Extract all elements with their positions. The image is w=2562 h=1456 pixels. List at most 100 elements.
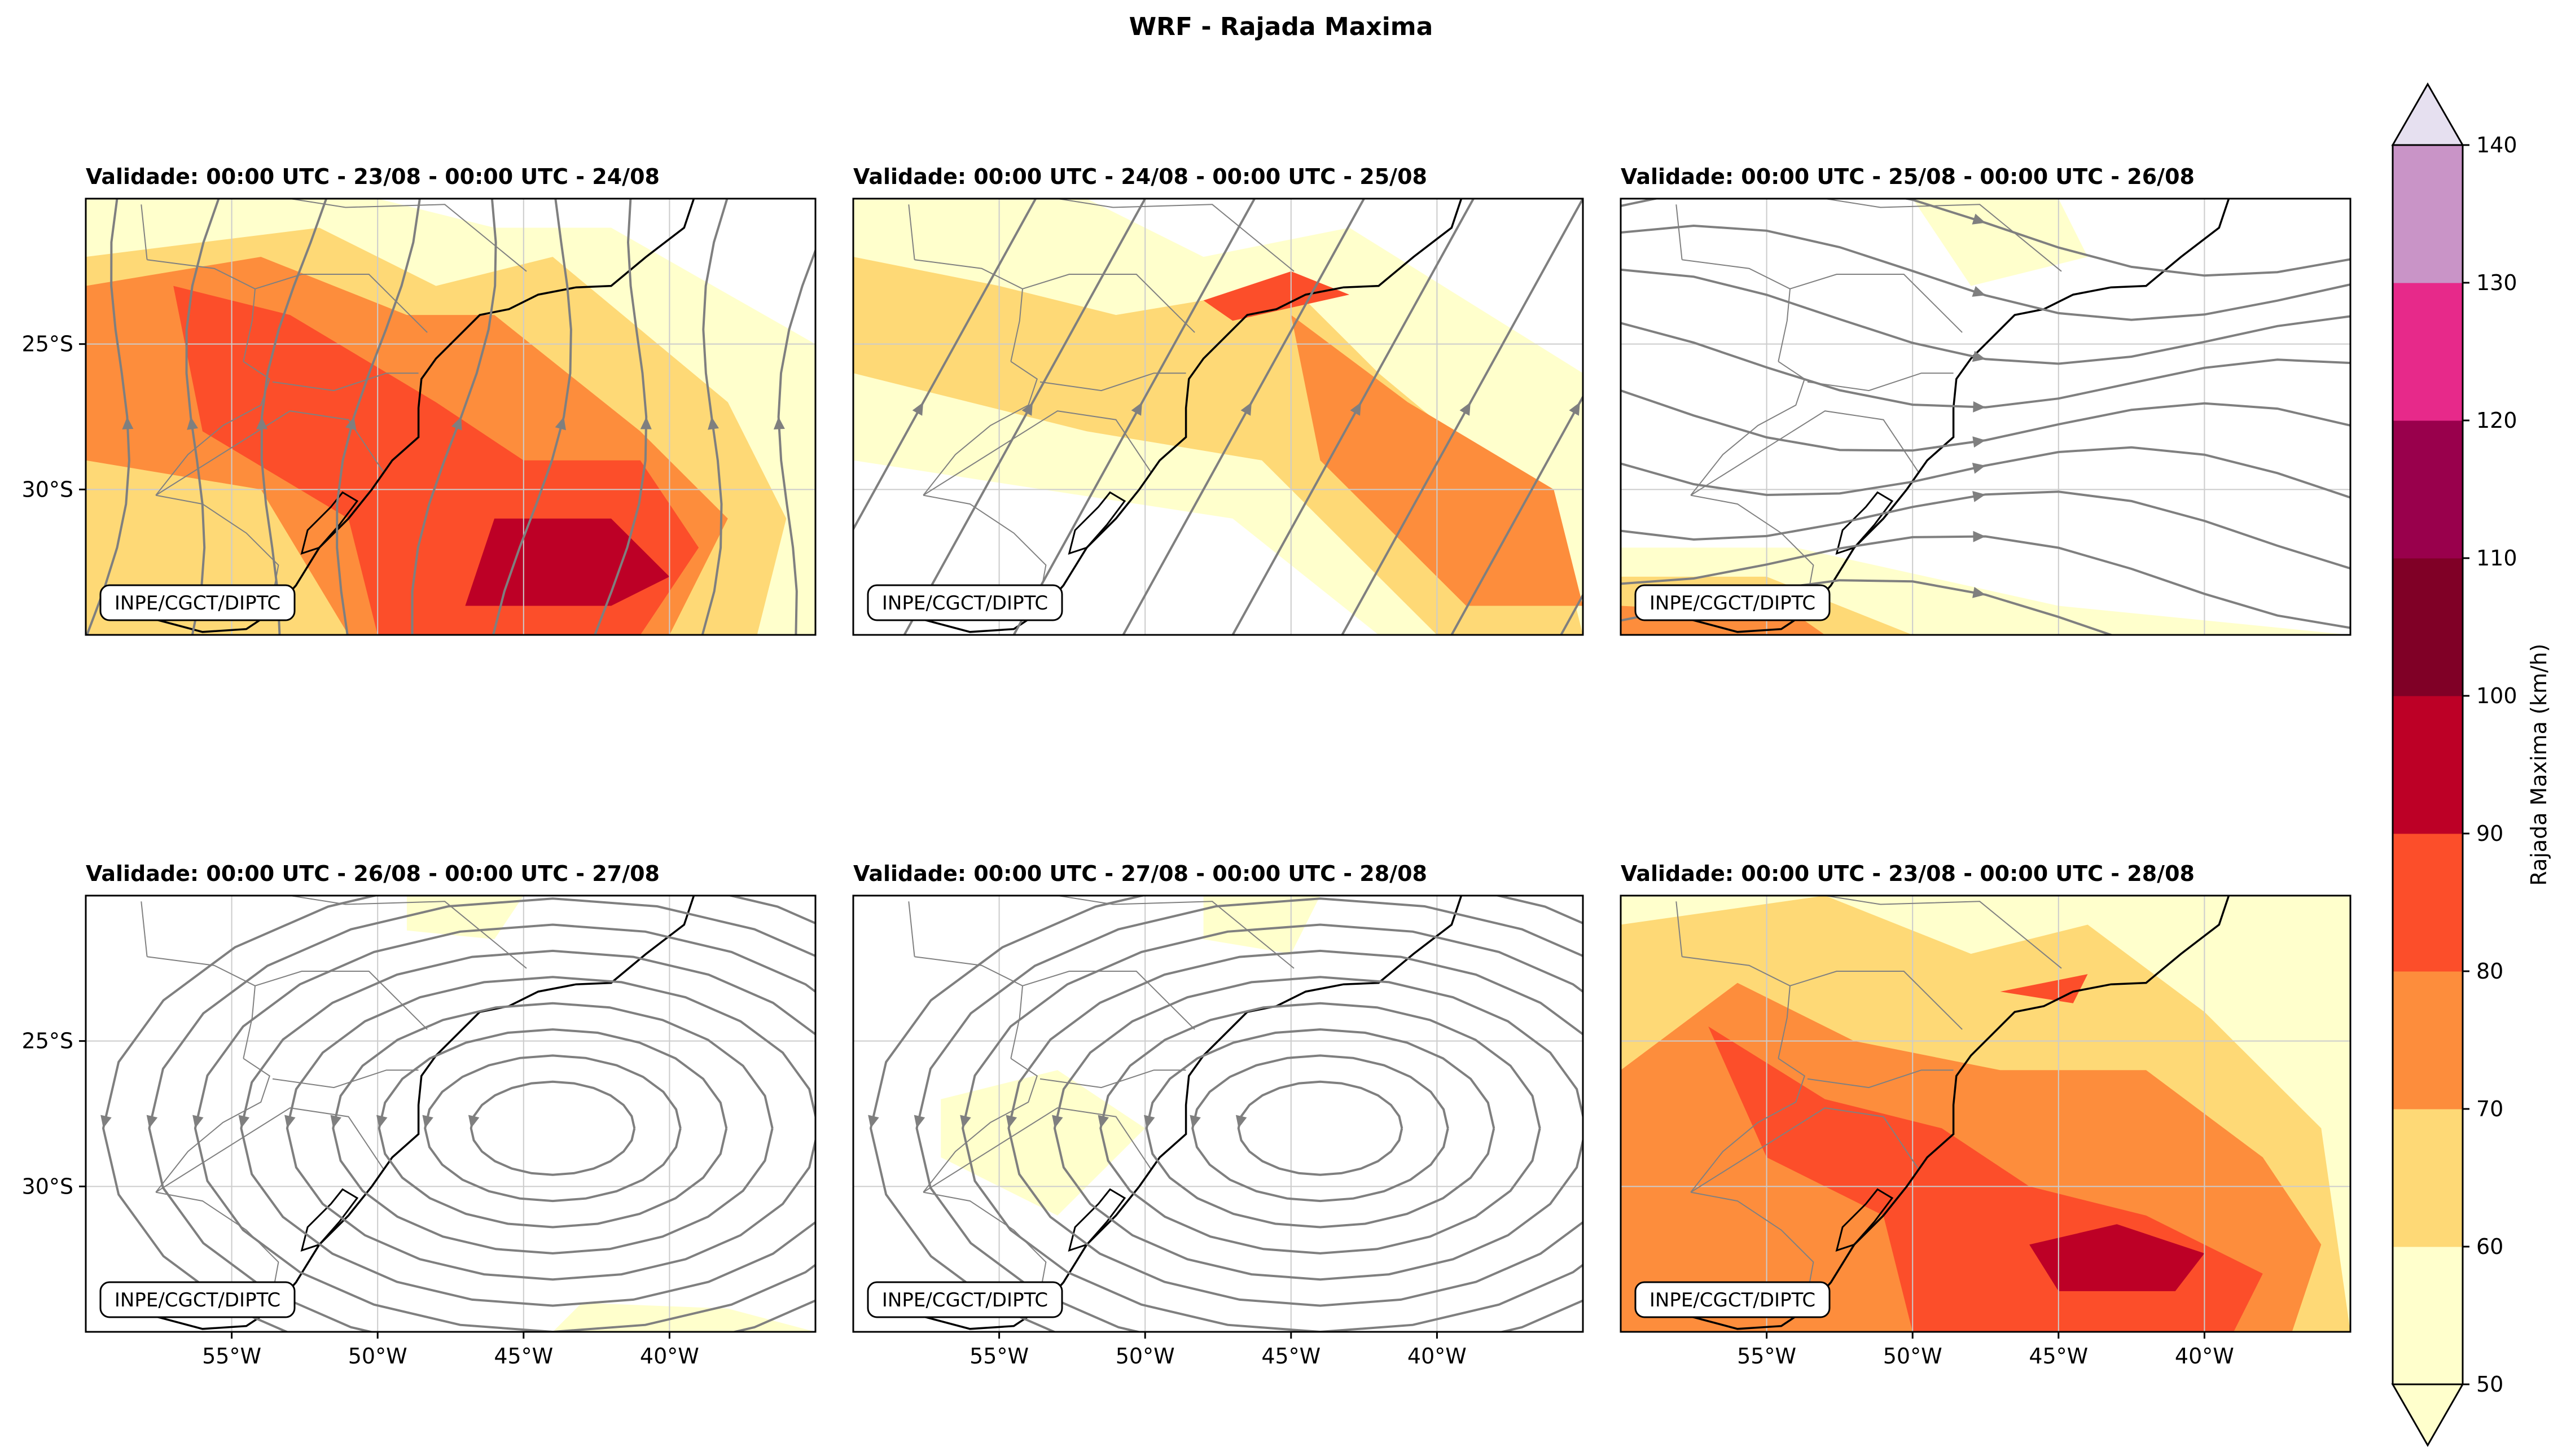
x-tick-label: 40°W — [1407, 1344, 1467, 1369]
credit-label: INPE/CGCT/DIPTC — [115, 592, 280, 615]
state-border — [1057, 896, 1295, 969]
state-border — [141, 204, 148, 260]
streamline-arrow — [1350, 402, 1361, 416]
streamline-arrow — [1021, 402, 1033, 416]
credit-label: INPE/CGCT/DIPTC — [1649, 592, 1815, 615]
colorbar-tick-label: 140 — [2476, 133, 2517, 157]
credit-badge: INPE/CGCT/DIPTC — [99, 1281, 296, 1318]
streamline-arrow — [640, 416, 652, 429]
gust-region-55 — [552, 1302, 815, 1332]
colorbar-bin — [2393, 145, 2463, 283]
streamline-arrow — [1972, 350, 1986, 362]
panel-title: Validade: 00:00 UTC - 26/08 - 00:00 UTC … — [86, 861, 660, 886]
streamline-arrow — [555, 416, 566, 431]
colorbar-tick-label: 110 — [2476, 546, 2517, 571]
streamline-arrow — [912, 402, 924, 416]
map-panel-5: Validade: 00:00 UTC - 27/08 - 00:00 UTC … — [852, 861, 1584, 1369]
state-border — [1690, 1058, 1805, 1193]
colorbar-label: Rajada Maxima (km/h) — [2526, 643, 2551, 885]
state-border — [272, 1069, 419, 1089]
map-frame — [852, 198, 1584, 636]
colorbar-tick-label: 130 — [2476, 270, 2517, 295]
streamline-arrow — [1973, 530, 1986, 542]
streamline-arrow — [330, 1115, 341, 1129]
state-border — [255, 274, 428, 333]
colorbar-frame — [2392, 144, 2464, 1385]
panel-title: Validade: 00:00 UTC - 27/08 - 00:00 UTC … — [853, 861, 1427, 886]
colorbar-tick-label: 50 — [2476, 1372, 2503, 1397]
gust-region-95 — [465, 518, 670, 606]
streamline-arrow — [1190, 1115, 1201, 1129]
state-border — [155, 1191, 279, 1295]
streamlines — [1621, 199, 2350, 635]
state-border — [1690, 1191, 1814, 1295]
x-tick-label: 55°W — [1737, 1344, 1796, 1369]
state-border — [1789, 971, 1963, 1030]
state-border — [155, 1058, 270, 1193]
state-border — [155, 1107, 384, 1193]
streamline-arrow — [1972, 436, 1986, 448]
y-tick-label: 30°S — [22, 477, 73, 502]
x-tick-label: 50°W — [348, 1344, 407, 1369]
state-border — [1690, 361, 1805, 496]
streamline-arrow — [1052, 1115, 1063, 1129]
map-panel-4: Validade: 00:00 UTC - 26/08 - 00:00 UTC … — [22, 861, 817, 1369]
streamline-arrow — [422, 1115, 433, 1129]
map-panel-1: Validade: 00:00 UTC - 23/08 - 00:00 UTC … — [22, 164, 817, 636]
streamline-arrow — [1972, 213, 1986, 225]
state-border — [272, 372, 419, 392]
figure-title: WRF - Rajada Maxima — [1129, 12, 1433, 41]
colorbar-bin — [2393, 834, 2463, 972]
streamline-arrow — [1006, 1115, 1017, 1129]
streamline-arrow — [1569, 402, 1580, 416]
streamline-arrow — [1973, 401, 1986, 413]
streamline-arrow — [868, 1115, 879, 1129]
colorbar-tick-label: 90 — [2476, 821, 2503, 846]
streamline-arrow — [187, 416, 199, 430]
x-tick-label: 45°W — [2029, 1344, 2088, 1369]
credit-badge: INPE/CGCT/DIPTC — [1634, 584, 1831, 621]
colorbar-bin — [2393, 1247, 2463, 1385]
streamline-arrow — [345, 416, 357, 431]
credit-badge: INPE/CGCT/DIPTC — [99, 584, 296, 621]
state-border — [289, 199, 527, 272]
map-frame — [85, 198, 817, 636]
credit-label: INPE/CGCT/DIPTC — [882, 592, 1048, 615]
state-border — [1690, 1107, 1919, 1193]
x-tick-label: 45°W — [494, 1344, 553, 1369]
colorbar-tick-label: 80 — [2476, 959, 2503, 984]
streamline — [492, 199, 572, 635]
credit-label: INPE/CGCT/DIPTC — [1649, 1289, 1815, 1312]
colorbar-bin — [2393, 1109, 2463, 1247]
credit-badge: INPE/CGCT/DIPTC — [867, 1281, 1063, 1318]
state-border — [923, 1058, 1038, 1193]
map-frame — [85, 894, 817, 1333]
streamline — [260, 199, 328, 635]
colorbar: 50 60 70 80 90 100 110 120 130 140 Rajada Maxima (… — [2391, 82, 2551, 1448]
colorbar-bin — [2393, 971, 2463, 1109]
state-border — [1675, 204, 1683, 260]
streamlines — [86, 199, 815, 635]
streamline-arrow — [122, 416, 134, 429]
streamline-arrow — [256, 416, 267, 429]
state-border — [923, 1191, 1047, 1295]
state-border — [1807, 1069, 1954, 1089]
state-border — [908, 204, 915, 260]
colorbar-bin — [2393, 420, 2463, 559]
gust-region-55 — [1912, 199, 2088, 286]
state-border — [923, 410, 1152, 496]
x-tick-label: 45°W — [1261, 1344, 1321, 1369]
colorbar-extend-min — [2391, 1383, 2464, 1448]
state-border — [289, 896, 527, 969]
y-tick-label: 30°S — [22, 1174, 73, 1199]
y-tick-label: 25°S — [22, 332, 73, 357]
map-panel-3: Validade: 00:00 UTC - 25/08 - 00:00 UTC … — [1620, 164, 2352, 636]
streamline — [777, 247, 815, 635]
streamline-arrow — [1131, 402, 1142, 416]
streamlines — [868, 896, 1583, 1332]
streamline-arrow — [1098, 1115, 1109, 1129]
streamline-arrow — [468, 1115, 480, 1129]
map-panel-2: Validade: 00:00 UTC - 24/08 - 00:00 UTC … — [852, 164, 1584, 636]
x-tick-label: 50°W — [1883, 1344, 1942, 1369]
